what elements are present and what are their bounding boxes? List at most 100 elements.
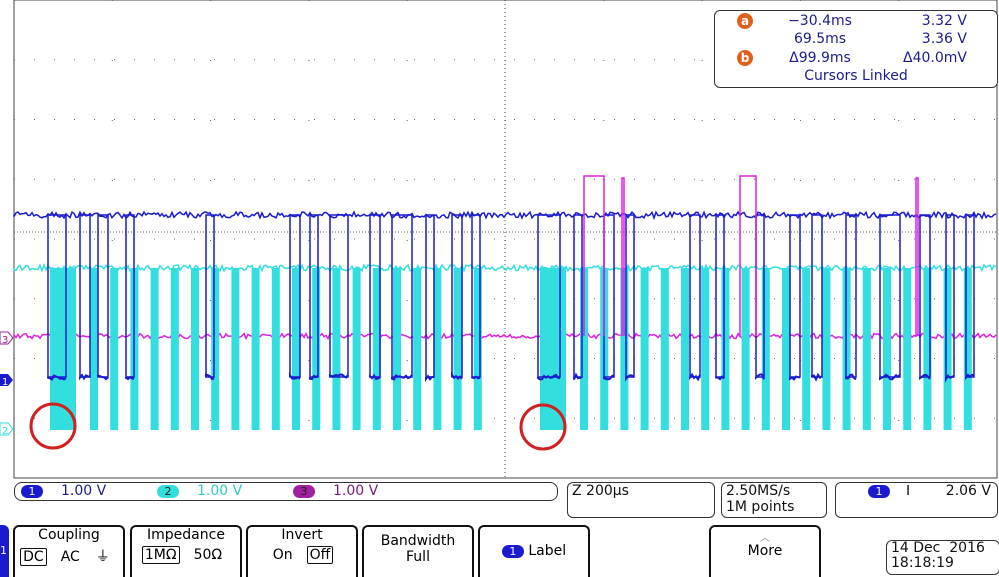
cursor-b-voltage: 3.36 V	[922, 31, 967, 47]
ch1-pulse	[472, 215, 480, 377]
ch1-pulse	[310, 215, 318, 377]
ch1-pulse	[756, 215, 764, 377]
ch2-pulse	[903, 268, 911, 430]
ch2-scale: 1.00 V	[197, 483, 242, 499]
record-length: 1M points	[726, 499, 826, 515]
ch2-pulse	[171, 268, 179, 430]
ch1-pulse	[48, 215, 66, 377]
ch2-pulse	[272, 268, 280, 430]
ch2-marker-label: 2	[2, 426, 8, 437]
ch2-pulse	[701, 268, 709, 430]
ch2-pulse	[782, 268, 790, 430]
ch2-pulse	[802, 268, 810, 430]
trigger-source-chip: 1	[868, 485, 890, 498]
ch1-marker[interactable]: 1	[0, 374, 13, 388]
cursors-linked-status: Cursors Linked	[715, 68, 997, 84]
falling-edge-icon: ⵏ	[906, 483, 910, 499]
bandwidth-button[interactable]: Bandwidth Full	[362, 525, 474, 577]
invert-title: Invert	[248, 527, 356, 543]
acquisition-readout[interactable]: 2.50MS/s 1M points	[721, 482, 827, 518]
ch1-pulse	[290, 215, 300, 377]
ch1-pulse	[846, 215, 856, 377]
ch2-pulse	[863, 268, 871, 430]
delta-voltage: Δ40.0mV	[903, 50, 967, 66]
ch2-pulse	[822, 268, 830, 430]
ch2-pulse	[413, 268, 421, 430]
timebase-readout[interactable]: Z 200µs	[567, 482, 715, 518]
ch2-pulse	[252, 268, 260, 430]
ch2-pulse	[191, 268, 199, 430]
cursor-readout: a −30.4ms 3.32 V 69.5ms 3.36 V b Δ99.9ms Δ40.…	[714, 10, 998, 88]
ch1-pulse	[206, 215, 214, 377]
cursor-a-time: −30.4ms	[775, 13, 865, 29]
ch1-pulse	[920, 215, 930, 377]
coupling-title: Coupling	[15, 527, 123, 543]
ch1-chip[interactable]: 1	[21, 485, 43, 498]
label-ch1-chip: 1	[502, 545, 524, 558]
ch1-pulse	[330, 215, 348, 377]
cursor-a-badge: a	[737, 13, 753, 29]
ch1-pulse	[604, 215, 614, 377]
ch1-pulse	[370, 215, 380, 377]
ch1-pulse	[392, 215, 412, 377]
coupling-ac[interactable]: AC	[59, 549, 82, 565]
bandwidth-value: Full	[364, 549, 472, 565]
ch1-pulse	[812, 215, 822, 377]
trigger-level: 2.06 V	[946, 483, 991, 499]
invert-button[interactable]: Invert On Off	[246, 525, 358, 577]
ch2-chip[interactable]: 2	[157, 485, 179, 498]
waveforms	[14, 176, 996, 430]
time: 18:18:19	[891, 556, 999, 571]
ch2-pulse	[90, 268, 98, 430]
ch2-pulse	[151, 268, 159, 430]
ch2-pulse	[641, 268, 649, 430]
label-button[interactable]: 1 Label	[478, 525, 590, 577]
ch1-pulse	[452, 215, 462, 377]
impedance-1mohm[interactable]: 1MΩ	[142, 546, 180, 564]
date-time: 14 Dec 2016 18:18:19	[886, 540, 999, 575]
oscilloscope-screen: 3 1 2 a −30.4ms 3.32 V 69.5ms 3.36 V b Δ99.9…	[0, 0, 999, 577]
ch1-pulse	[98, 215, 108, 377]
impedance-button[interactable]: Impedance 1MΩ 50Ω	[130, 525, 242, 577]
ch1-pulse	[716, 215, 724, 377]
ch2-pulse	[681, 268, 689, 430]
ch3-spike	[916, 178, 918, 336]
ch1-low	[80, 375, 90, 379]
ch1-pulse	[538, 215, 560, 377]
impedance-50ohm[interactable]: 50Ω	[192, 547, 225, 563]
more-button[interactable]: ︿ More	[709, 525, 821, 577]
ch3-marker-label: 3	[2, 335, 8, 346]
ch1-pulse	[690, 215, 700, 377]
coupling-button[interactable]: Coupling DC AC ⏚	[13, 525, 125, 577]
bandwidth-title: Bandwidth	[364, 533, 472, 549]
invert-on[interactable]: On	[271, 547, 295, 563]
ch2-pulse	[353, 268, 361, 430]
label-text: Label	[528, 543, 566, 559]
ch1-pulse	[126, 215, 134, 377]
channel-scale-bar: 1 1.00 V 2 1.00 V 3 1.00 V	[14, 482, 558, 501]
coupling-dc[interactable]: DC	[20, 548, 47, 566]
date: 14 Dec 2016	[891, 541, 999, 556]
ch3-marker[interactable]: 3	[0, 332, 13, 346]
impedance-title: Impedance	[132, 527, 240, 543]
ch1-pulse	[626, 215, 634, 377]
ch1-pulse	[574, 215, 582, 377]
cursor-b-badge: b	[737, 50, 753, 66]
trigger-readout[interactable]: 1 ⵏ 2.06 V	[835, 482, 998, 518]
invert-off[interactable]: Off	[307, 546, 334, 564]
ch1-pulse	[966, 215, 974, 377]
coupling-ground-icon[interactable]: ⏚	[94, 546, 112, 566]
ch1-marker-label: 1	[2, 377, 8, 388]
ch3-chip[interactable]: 3	[293, 485, 315, 498]
ch2-pulse	[742, 268, 750, 430]
ch1-scale: 1.00 V	[61, 483, 106, 499]
chevron-up-icon: ︿	[711, 535, 819, 543]
ch1-pulse	[790, 215, 800, 377]
ch2-marker[interactable]: 2	[0, 423, 13, 437]
channel-menu-tab[interactable]: 1	[0, 525, 9, 577]
sample-rate: 2.50MS/s	[726, 483, 826, 499]
ch1-pulse	[880, 215, 900, 377]
ch2-pulse	[110, 268, 118, 430]
ch2-pulse	[661, 268, 669, 430]
cursor-a-voltage: 3.32 V	[922, 13, 967, 29]
